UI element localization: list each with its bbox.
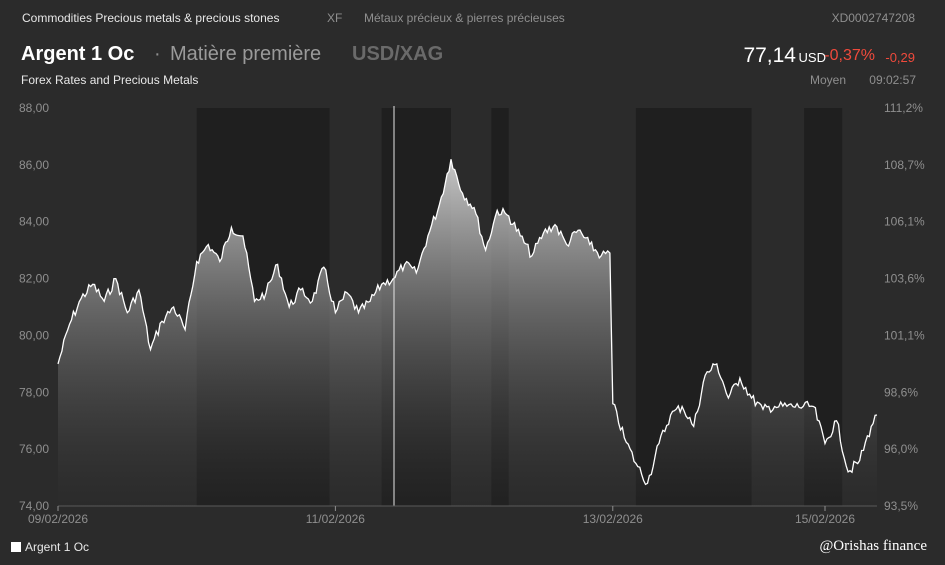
top-bar: Commodities Precious metals & precious s… (0, 0, 945, 36)
currency-pair: USD/XAG (352, 43, 444, 65)
price-line (57, 159, 878, 486)
y-tick-label: 74,00 (19, 499, 49, 513)
market-code: XF (327, 11, 343, 25)
instrument-name: Argent 1 Oc (21, 43, 135, 65)
y-tick-label: 88,00 (19, 101, 49, 115)
x-tick-label: 11/02/2026 (306, 512, 365, 526)
price-type: Moyen (809, 73, 846, 87)
watermark-credit: @Orishas finance (819, 538, 927, 554)
legend[interactable]: Argent 1 Oc (11, 540, 89, 554)
title-separator: · (154, 43, 161, 65)
legend-label: Argent 1 Oc (25, 540, 90, 554)
y-tick-label: 80,00 (19, 328, 49, 342)
y-tick-label: 84,00 (19, 215, 49, 229)
y-axis: 88,00 86,00 84,00 82,00 80,00 78,00 76,00 74,00 (19, 101, 49, 513)
x-tick-label: 13/02/2026 (583, 512, 643, 526)
y2-tick-label: 98,6% (884, 385, 918, 399)
isin-code: XD0002747208 (831, 11, 915, 25)
y2-tick-label: 103,6% (884, 272, 925, 286)
change-absolute: -0,29 (885, 50, 915, 65)
last-price: 77,14 (743, 44, 796, 67)
category-label-fr[interactable]: Métaux précieux & pierres précieuses (364, 11, 565, 25)
quote-time: 09:02:57 (869, 73, 916, 87)
price-chart[interactable]: 88,00 86,00 84,00 82,00 80,00 78,00 76,00 74,00… (0, 98, 945, 528)
y2-tick-label: 101,1% (884, 328, 925, 342)
y-tick-label: 82,00 (19, 272, 49, 286)
x-tick-label: 15/02/2026 (795, 512, 855, 526)
x-axis: 09/02/2026 11/02/2026 13/02/2026 15/02/2026 (28, 506, 855, 526)
y2-tick-label: 106,1% (884, 215, 925, 229)
y-tick-label: 76,00 (19, 442, 49, 456)
x-tick-label: 09/02/2026 (28, 512, 88, 526)
y2-tick-label: 96,0% (884, 442, 918, 456)
price-unit: USD (798, 50, 826, 65)
change-percent: -0,37% (824, 47, 875, 64)
category-label[interactable]: Commodities Precious metals & precious s… (22, 11, 280, 25)
y2-axis: 111,2% 108,7% 106,1% 103,6% 101,1% 98,6% 96,0%… (884, 101, 925, 513)
legend-swatch (11, 542, 21, 552)
y-tick-label: 86,00 (19, 158, 49, 172)
y2-tick-label: 93,5% (884, 499, 918, 513)
y-tick-label: 78,00 (19, 385, 49, 399)
instrument-type: Matière première (170, 43, 322, 65)
y2-tick-label: 111,2% (884, 101, 923, 115)
price-area (58, 159, 877, 506)
y2-tick-label: 108,7% (884, 158, 925, 172)
data-source: Forex Rates and Precious Metals (21, 73, 199, 87)
